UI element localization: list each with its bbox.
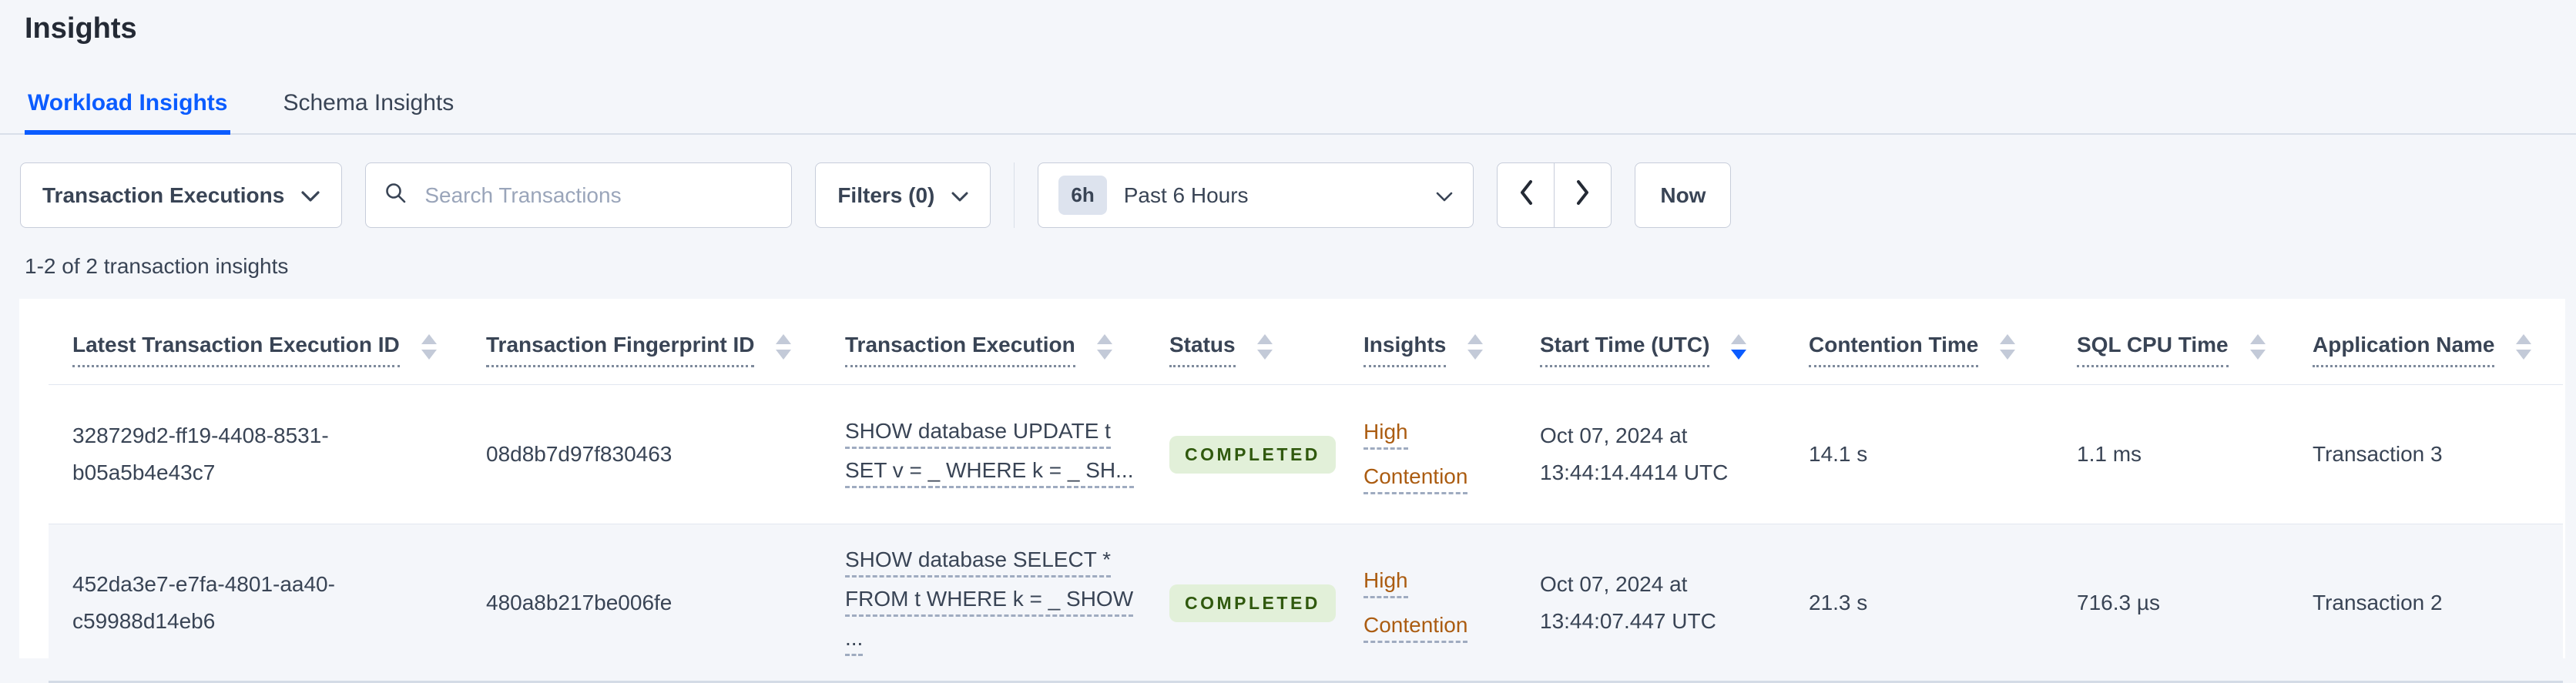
transaction-fingerprint-id: 480a8b217be006fe (486, 590, 673, 614)
column-header-transaction-execution: Transaction Execution (845, 299, 1169, 385)
column-header-sql-cpu-time: SQL CPU Time (2077, 299, 2313, 385)
column-header-status: Status (1169, 299, 1363, 385)
table-row: 452da3e7-e7fa-4801-aa40-c59988d14eb6 480… (49, 524, 2563, 682)
column-header-application-name: Application Name (2313, 299, 2563, 385)
latest-transaction-execution-id: 452da3e7-e7fa-4801-aa40-c59988d14eb6 (72, 571, 335, 633)
sort-icon[interactable] (1256, 334, 1273, 360)
insight-type-dropdown-label: Transaction Executions (42, 182, 285, 207)
time-range-label: Past 6 Hours (1123, 182, 1249, 207)
insight-link[interactable]: High Contention (1363, 420, 1468, 494)
table-row: 328729d2-ff19-4408-8531-b05a5b4e43c7 08d… (49, 384, 2563, 524)
filters-button-label: Filters (0) (837, 182, 935, 207)
column-header-start-time: Start Time (UTC) (1540, 299, 1809, 385)
tab-schema-insights[interactable]: Schema Insights (283, 90, 454, 116)
table-header-row: Latest Transaction Execution ID Transact… (49, 299, 2563, 385)
page-title: Insights (25, 12, 137, 45)
now-button[interactable]: Now (1635, 162, 1732, 228)
time-range-picker[interactable]: 6h Past 6 Hours (1038, 162, 1474, 228)
search-box (365, 162, 793, 228)
time-range-pager (1497, 162, 1612, 228)
status-badge: COMPLETED (1169, 584, 1336, 622)
start-time: Oct 07, 2024 at 13:44:07.447 UTC (1540, 571, 1716, 633)
search-icon (384, 182, 408, 209)
chevron-down-icon (301, 183, 320, 208)
contention-time: 14.1 s (1809, 442, 1868, 466)
sort-icon[interactable] (2000, 334, 2016, 360)
chevron-down-icon (1436, 183, 1453, 208)
transaction-fingerprint-id: 08d8b7d97f830463 (486, 442, 673, 466)
sql-cpu-time: 716.3 µs (2077, 590, 2160, 614)
transaction-insights-table: Latest Transaction Execution ID Transact… (49, 299, 2563, 683)
results-summary: 1-2 of 2 transaction insights (25, 254, 289, 278)
sql-cpu-time: 1.1 ms (2077, 442, 2142, 466)
sort-icon[interactable] (1467, 334, 1484, 360)
next-time-range-button[interactable] (1554, 162, 1612, 228)
toolbar: Transaction Executions Filters (0) 6h Pa… (20, 162, 2556, 228)
tab-bar: Workload Insights Schema Insights (0, 90, 2576, 135)
column-header-latest-transaction-execution-id: Latest Transaction Execution ID (49, 299, 486, 385)
sort-icon[interactable] (2516, 334, 2532, 360)
filters-button[interactable]: Filters (0) (815, 162, 991, 228)
column-header-transaction-fingerprint-id: Transaction Fingerprint ID (486, 299, 845, 385)
insights-table-card: Latest Transaction Execution ID Transact… (19, 299, 2565, 682)
latest-transaction-execution-id: 328729d2-ff19-4408-8531-b05a5b4e43c7 (72, 424, 329, 484)
chevron-left-icon (1518, 179, 1534, 211)
insight-link[interactable]: High Contention (1363, 567, 1468, 643)
contention-time: 21.3 s (1809, 590, 1868, 614)
application-name: Transaction 3 (2313, 442, 2443, 466)
sort-icon[interactable] (2249, 334, 2266, 360)
sort-icon[interactable] (1731, 334, 1747, 360)
chevron-down-icon (951, 183, 968, 208)
transaction-execution-link[interactable]: SHOW database SELECT * FROM t WHERE k = _… (845, 549, 1139, 656)
sort-icon[interactable] (421, 334, 437, 360)
status-badge: COMPLETED (1169, 436, 1336, 474)
column-header-insights: Insights (1363, 299, 1540, 385)
insight-type-dropdown[interactable]: Transaction Executions (20, 162, 343, 228)
chevron-right-icon (1575, 179, 1591, 211)
previous-time-range-button[interactable] (1497, 162, 1555, 228)
column-header-contention-time: Contention Time (1809, 299, 2077, 385)
search-input[interactable] (423, 182, 773, 209)
transaction-execution-link[interactable]: SHOW database UPDATE t SET v = _ WHERE k … (845, 420, 1139, 488)
tab-workload-insights[interactable]: Workload Insights (25, 90, 231, 135)
toolbar-divider (1014, 162, 1015, 228)
sort-icon[interactable] (1096, 334, 1112, 360)
application-name: Transaction 2 (2313, 590, 2443, 614)
start-time: Oct 07, 2024 at 13:44:14.4414 UTC (1540, 424, 1729, 484)
time-range-badge: 6h (1058, 176, 1107, 215)
sort-icon[interactable] (776, 334, 792, 360)
